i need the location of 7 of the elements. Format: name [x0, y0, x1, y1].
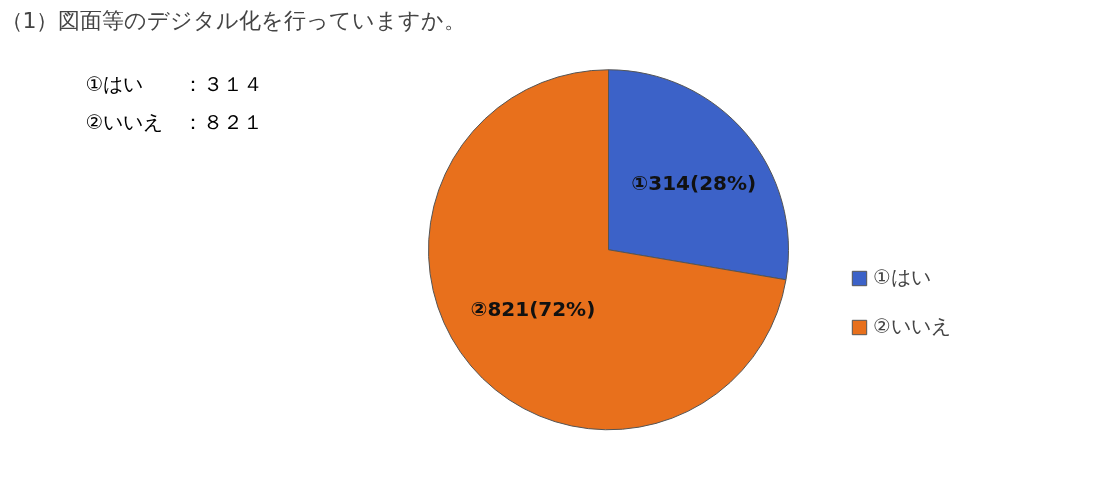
data-label: ①314(28%): [631, 171, 757, 196]
legend-label: ①はい: [873, 264, 931, 291]
data-label: ②821(72%): [470, 296, 596, 321]
text: ②いいえ ：８２１: [85, 110, 264, 135]
text: ①はい ：３１４: [85, 71, 264, 96]
legend-label: ②いいえ: [873, 313, 951, 340]
text: （1）図面等のデジタル化を行っていますか。: [0, 7, 467, 33]
